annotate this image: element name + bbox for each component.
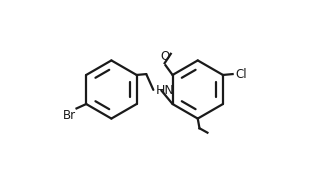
Text: Cl: Cl (235, 68, 247, 81)
Text: O: O (160, 50, 169, 63)
Text: HN: HN (156, 84, 175, 97)
Text: Br: Br (62, 109, 76, 122)
